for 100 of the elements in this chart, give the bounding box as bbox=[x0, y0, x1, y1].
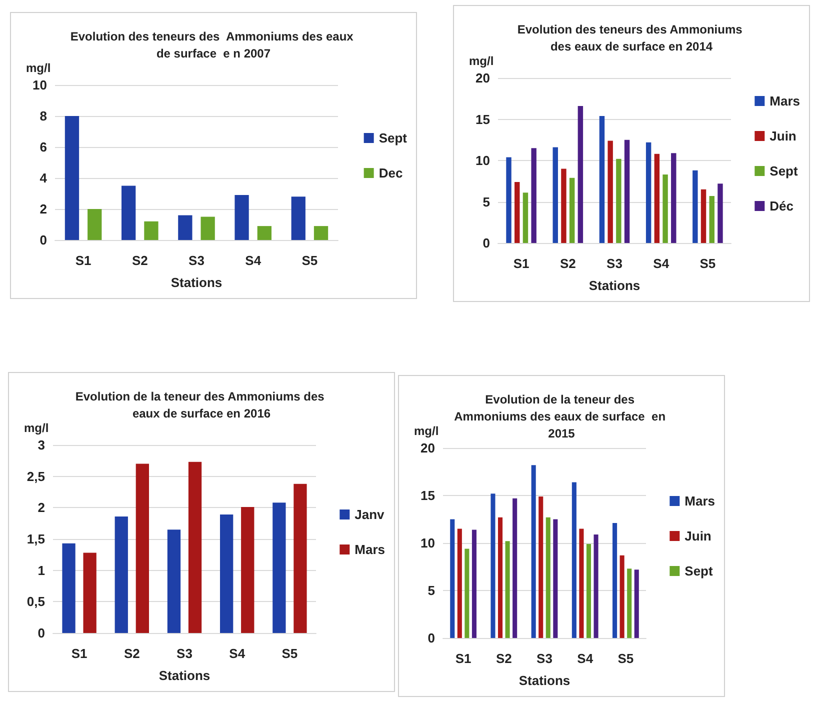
x-tick-label: S3 bbox=[176, 646, 192, 661]
y-tick-label: 10 bbox=[420, 536, 435, 550]
bar bbox=[88, 209, 102, 240]
y-tick-label: 1 bbox=[38, 562, 45, 578]
x-tick-label: S2 bbox=[124, 646, 140, 661]
bar bbox=[64, 116, 80, 240]
chart-title: Evolution de la teneur des Ammoniums des eaux de surface en 2016 bbox=[75, 390, 328, 420]
legend-label: Mars bbox=[684, 494, 716, 508]
legend-label: Mars bbox=[354, 542, 386, 557]
x-tick-label: S1 bbox=[75, 253, 92, 268]
bar bbox=[62, 543, 76, 633]
bar bbox=[291, 196, 306, 240]
bar bbox=[83, 552, 96, 633]
bar bbox=[188, 462, 202, 633]
x-tick-label: S3 bbox=[536, 651, 552, 666]
bar bbox=[514, 182, 520, 243]
bar bbox=[314, 226, 328, 240]
bar bbox=[531, 465, 536, 638]
bar bbox=[505, 541, 510, 638]
bar bbox=[561, 168, 566, 243]
bar bbox=[624, 140, 630, 243]
y-tick-label: 0 bbox=[482, 236, 490, 250]
y-axis-title: mg/l bbox=[24, 421, 49, 435]
legend-label: Dec bbox=[378, 166, 403, 180]
bar bbox=[709, 196, 714, 243]
y-tick-label: 2 bbox=[40, 202, 47, 216]
legend-label: Janv bbox=[354, 507, 386, 522]
y-tick-label: 5 bbox=[428, 583, 435, 598]
y-tick-label: 0,5 bbox=[26, 594, 45, 610]
y-tick-label: 3 bbox=[38, 438, 45, 452]
y-tick-label: 15 bbox=[420, 488, 435, 503]
y-axis-title: mg/l bbox=[26, 61, 51, 75]
bar bbox=[220, 514, 234, 633]
legend-label: Mars bbox=[770, 94, 800, 108]
x-tick-label: S4 bbox=[245, 253, 262, 268]
bar bbox=[586, 544, 592, 638]
y-tick-label: 6 bbox=[40, 140, 47, 154]
y-tick-label: 5 bbox=[482, 194, 490, 210]
y-tick-label: 2 bbox=[38, 500, 45, 516]
bar bbox=[572, 482, 576, 638]
bar bbox=[671, 153, 676, 243]
y-tick-label: 0 bbox=[40, 232, 47, 248]
y-tick-label: 10 bbox=[32, 78, 47, 92]
bar bbox=[718, 184, 723, 243]
legend-label: Déc bbox=[770, 198, 794, 214]
x-axis-title: Stations bbox=[170, 275, 222, 290]
chart-title: Evolution des teneurs des Ammoniums des eaux de surface en 2014 bbox=[517, 22, 746, 54]
x-tick-label: S5 bbox=[282, 646, 298, 661]
x-tick-label: S4 bbox=[653, 256, 670, 271]
x-axis-title: Stations bbox=[158, 668, 210, 683]
legend-label: Juin bbox=[684, 528, 712, 544]
bar bbox=[464, 548, 470, 638]
bar bbox=[612, 523, 618, 638]
bar bbox=[662, 174, 668, 243]
bar bbox=[579, 528, 584, 638]
bar bbox=[136, 464, 149, 633]
bar bbox=[490, 494, 496, 638]
bar bbox=[552, 147, 558, 243]
bar bbox=[620, 555, 624, 638]
x-tick-label: S2 bbox=[132, 253, 148, 268]
y-tick-label: 2,5 bbox=[26, 468, 45, 484]
chart-title: Evolution de la teneur des Ammoniums des eaux de surface en 2015 bbox=[454, 392, 669, 440]
y-tick-label: 8 bbox=[40, 108, 47, 124]
x-axis-title: Stations bbox=[588, 278, 640, 293]
bar bbox=[114, 516, 128, 633]
x-tick-label: S1 bbox=[513, 256, 530, 271]
bar bbox=[144, 221, 158, 240]
bar bbox=[654, 154, 660, 243]
bar bbox=[450, 519, 455, 638]
x-tick-label: S1 bbox=[71, 646, 88, 661]
bar bbox=[178, 215, 192, 240]
y-axis-title: mg/l bbox=[469, 54, 494, 68]
bar bbox=[522, 192, 528, 243]
y-tick-label: 0 bbox=[38, 626, 45, 640]
legend-label: Juin bbox=[770, 128, 796, 144]
legend-label: Sept bbox=[770, 164, 798, 178]
bar bbox=[472, 530, 476, 638]
x-tick-label: S1 bbox=[455, 651, 472, 666]
legend-label: Sept bbox=[684, 564, 714, 578]
bar bbox=[457, 528, 462, 638]
bar bbox=[234, 195, 249, 240]
bar bbox=[294, 484, 307, 633]
y-tick-label: 0 bbox=[428, 630, 435, 646]
chart-title: Evolution des teneurs des Ammoniums des eaux de surface e n 2007 bbox=[70, 30, 357, 60]
bar bbox=[257, 226, 272, 240]
y-tick-label: 20 bbox=[476, 70, 490, 86]
bar bbox=[506, 157, 512, 243]
bar bbox=[122, 186, 136, 240]
legend-label: Sept bbox=[378, 130, 408, 146]
y-axis-title: mg/l bbox=[414, 424, 439, 438]
bar bbox=[241, 507, 254, 633]
bar bbox=[498, 517, 503, 638]
y-tick-label: 20 bbox=[420, 440, 435, 456]
y-tick-label: 10 bbox=[476, 153, 490, 168]
x-tick-label: S5 bbox=[618, 651, 634, 666]
bar bbox=[608, 140, 613, 243]
bar bbox=[700, 189, 706, 243]
y-tick-label: 4 bbox=[40, 170, 48, 186]
bar bbox=[272, 502, 286, 633]
bar bbox=[634, 570, 639, 638]
